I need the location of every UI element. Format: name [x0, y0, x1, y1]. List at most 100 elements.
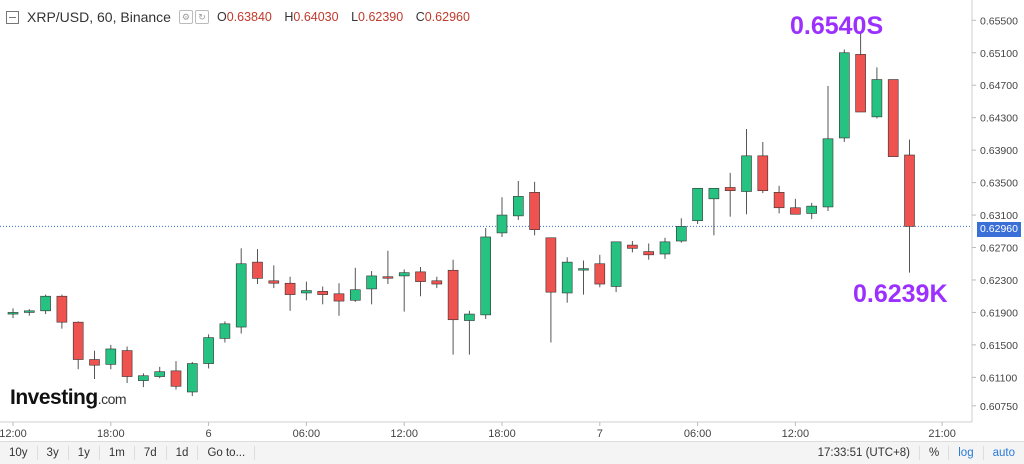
candle-up — [708, 187, 720, 200]
x-tick-label: 12:00 — [390, 428, 418, 440]
candle-down — [594, 263, 606, 285]
clock-readout: 17:33:51 (UTC+8) — [817, 447, 911, 459]
candle-down — [627, 244, 638, 249]
symbol-title[interactable]: XRP/USD, 60, Binance — [27, 9, 171, 25]
low-label: L — [351, 10, 359, 24]
candle-down — [757, 155, 769, 192]
y-tick-label: 0.63100 — [980, 210, 1018, 222]
footer-right: 17:33:51 (UTC+8) % log auto — [809, 442, 1024, 464]
go-to-button[interactable]: Go to... — [198, 446, 256, 460]
y-tick-label: 0.63500 — [980, 178, 1018, 190]
candle-down — [724, 187, 736, 192]
candle-down — [855, 54, 866, 113]
collapse-icon[interactable] — [6, 10, 19, 24]
x-tick-label: 21:00 — [928, 428, 956, 440]
candle-down — [790, 207, 801, 215]
candle-down — [333, 293, 345, 302]
x-tick-label: 12:00 — [0, 428, 27, 440]
candle-up — [741, 155, 752, 192]
candle-down — [382, 276, 394, 279]
candle-up — [40, 295, 51, 312]
candle-up — [806, 205, 818, 214]
footer-toolbar: 10y 3y 1y 1m 7d 1d Go to... 17:33:51 (UT… — [0, 441, 1024, 464]
candle-up — [480, 236, 492, 316]
timeframe-3y-button[interactable]: 3y — [38, 446, 69, 460]
candle-down — [887, 79, 899, 157]
candle-down — [72, 321, 84, 360]
high-value: 0.64030 — [293, 10, 339, 24]
candle-up — [512, 196, 524, 217]
candle-up — [349, 289, 361, 301]
candle-up — [692, 187, 703, 222]
timeframe-1d-button[interactable]: 1d — [167, 446, 199, 460]
x-tick-label: 7 — [597, 428, 603, 440]
candle-down — [545, 237, 557, 293]
y-tick-label: 0.64300 — [980, 113, 1018, 125]
x-tick-label: 06:00 — [684, 428, 712, 440]
candle-down — [252, 261, 263, 279]
candle-up — [398, 272, 410, 277]
open-value: 0.63840 — [226, 10, 272, 24]
low-annotation: 0.6239K — [853, 280, 948, 308]
y-tick-label: 0.63900 — [980, 145, 1018, 157]
candle-down — [89, 359, 100, 366]
timeframe-1y-button[interactable]: 1y — [69, 446, 100, 460]
candle-down — [121, 350, 133, 377]
candle-up — [7, 312, 19, 315]
ohlc-readout: O0.63840 H0.64030 L0.62390 C0.62960 — [217, 10, 479, 24]
candle-down — [317, 291, 329, 295]
y-tick-label: 0.65100 — [980, 48, 1018, 60]
candle-up — [105, 348, 117, 365]
x-tick-label: 18:00 — [97, 428, 125, 440]
x-tick-label: 06:00 — [293, 428, 321, 440]
candle-up — [561, 261, 573, 294]
y-tick-label: 0.64700 — [980, 80, 1018, 92]
timeframe-7d-button[interactable]: 7d — [135, 446, 167, 460]
candle-down — [268, 280, 280, 284]
candle-down — [643, 251, 655, 256]
candle-up — [838, 52, 850, 139]
log-toggle[interactable]: log — [948, 446, 982, 460]
candle-up — [235, 263, 247, 328]
timeframe-10y-button[interactable]: 10y — [0, 446, 38, 460]
timeframe-1m-button[interactable]: 1m — [100, 446, 135, 460]
y-tick-label: 0.62700 — [980, 243, 1018, 255]
candle-down — [773, 192, 785, 209]
x-tick-label: 6 — [206, 428, 212, 440]
refresh-icon[interactable]: ↻ — [194, 10, 209, 24]
close-label: C — [415, 10, 425, 24]
high-annotation: 0.6540S — [790, 12, 884, 40]
y-tick-label: 0.61500 — [980, 340, 1018, 352]
candle-up — [154, 371, 165, 377]
candle-up — [610, 241, 622, 287]
percent-toggle[interactable]: % — [919, 446, 948, 460]
candle-down — [415, 271, 426, 282]
candle-down — [284, 282, 296, 295]
auto-toggle[interactable]: auto — [982, 446, 1024, 460]
y-tick-label: 0.60750 — [980, 401, 1018, 413]
candle-down — [529, 192, 540, 230]
candle-down — [447, 269, 459, 321]
candle-up — [659, 241, 671, 255]
y-tick-label: 0.61100 — [980, 372, 1017, 384]
low-value: 0.62390 — [358, 10, 404, 24]
candle-up — [187, 363, 198, 393]
candle-up — [203, 337, 214, 364]
candle-up — [496, 214, 508, 234]
candle-up — [675, 226, 687, 242]
candle-up — [301, 290, 312, 294]
settings-icon[interactable]: ⚙ — [178, 10, 193, 24]
candle-down — [56, 295, 68, 323]
investing-logo: Investing.com — [10, 386, 127, 410]
logo-suffix-text: .com — [97, 391, 127, 407]
candle-up — [138, 375, 149, 381]
high-label: H — [284, 10, 294, 24]
candle-up — [578, 268, 589, 271]
candle-up — [23, 310, 35, 313]
candle-down — [904, 154, 915, 227]
candle-up — [464, 313, 475, 321]
candle-up — [219, 323, 231, 339]
candle-down — [431, 280, 443, 285]
